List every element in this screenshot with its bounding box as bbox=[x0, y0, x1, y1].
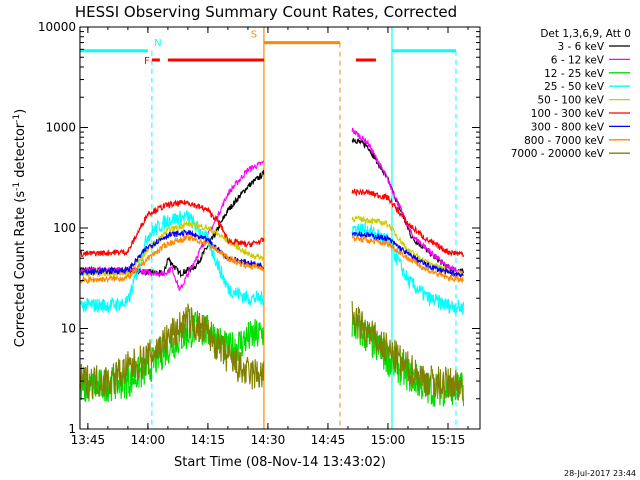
legend-entry: 3 - 6 keV bbox=[557, 41, 604, 53]
legend-entry: 7000 - 20000 keV bbox=[511, 148, 605, 160]
flag-f-label: F bbox=[144, 56, 150, 67]
flag-n-label: N bbox=[154, 38, 161, 49]
y-tick-label: 1 bbox=[68, 422, 76, 436]
series-line bbox=[79, 303, 265, 399]
series-line bbox=[351, 188, 465, 258]
legend-entry: 300 - 800 keV bbox=[531, 121, 605, 133]
x-tick-label: 14:00 bbox=[131, 433, 166, 447]
legend-entry: 25 - 50 keV bbox=[544, 81, 605, 93]
timestamp: 28-Jul-2017 23:44 bbox=[564, 469, 636, 478]
series-line bbox=[351, 233, 464, 284]
x-axis-label: Start Time (08-Nov-14 13:43:02) bbox=[174, 455, 386, 470]
x-axis: 13:45 14:00 14:15 14:30 14:45 15:00 15:15 bbox=[71, 27, 469, 447]
plot-area: NF S bbox=[79, 27, 465, 429]
series-line bbox=[351, 230, 464, 278]
series-line bbox=[79, 209, 265, 313]
series-line bbox=[79, 199, 265, 258]
flag-s-label: S bbox=[251, 30, 257, 41]
x-tick-label: 13:45 bbox=[71, 433, 106, 447]
legend-entry: 800 - 7000 keV bbox=[524, 135, 605, 147]
y-axis: 1 10 100 1000 10000 bbox=[38, 20, 480, 436]
y-tick-label: 100 bbox=[53, 221, 76, 235]
x-tick-label: 14:45 bbox=[311, 433, 346, 447]
chart-title: HESSI Observing Summary Count Rates, Cor… bbox=[75, 3, 457, 21]
series-line bbox=[351, 301, 465, 403]
legend-entry: 6 - 12 keV bbox=[551, 54, 605, 66]
series-line bbox=[79, 169, 265, 278]
series-line bbox=[79, 233, 265, 285]
legend-entry: 12 - 25 keV bbox=[544, 68, 605, 80]
legend-entry: 50 - 100 keV bbox=[537, 95, 604, 107]
y-axis-label: Corrected Count Rate (s-1 detector-1) bbox=[12, 109, 28, 347]
x-tick-label: 15:00 bbox=[371, 433, 406, 447]
x-tick-label: 14:30 bbox=[251, 433, 286, 447]
y-tick-label: 10000 bbox=[38, 20, 76, 34]
y-tick-label: 1000 bbox=[45, 121, 76, 135]
legend-entry: 100 - 300 keV bbox=[531, 108, 605, 120]
series-line bbox=[351, 222, 465, 315]
y-tick-label: 10 bbox=[61, 322, 76, 336]
legend-title: Det 1,3,6,9, Att 0 bbox=[540, 28, 631, 40]
x-tick-label: 14:15 bbox=[191, 433, 226, 447]
x-tick-label: 15:15 bbox=[431, 433, 466, 447]
